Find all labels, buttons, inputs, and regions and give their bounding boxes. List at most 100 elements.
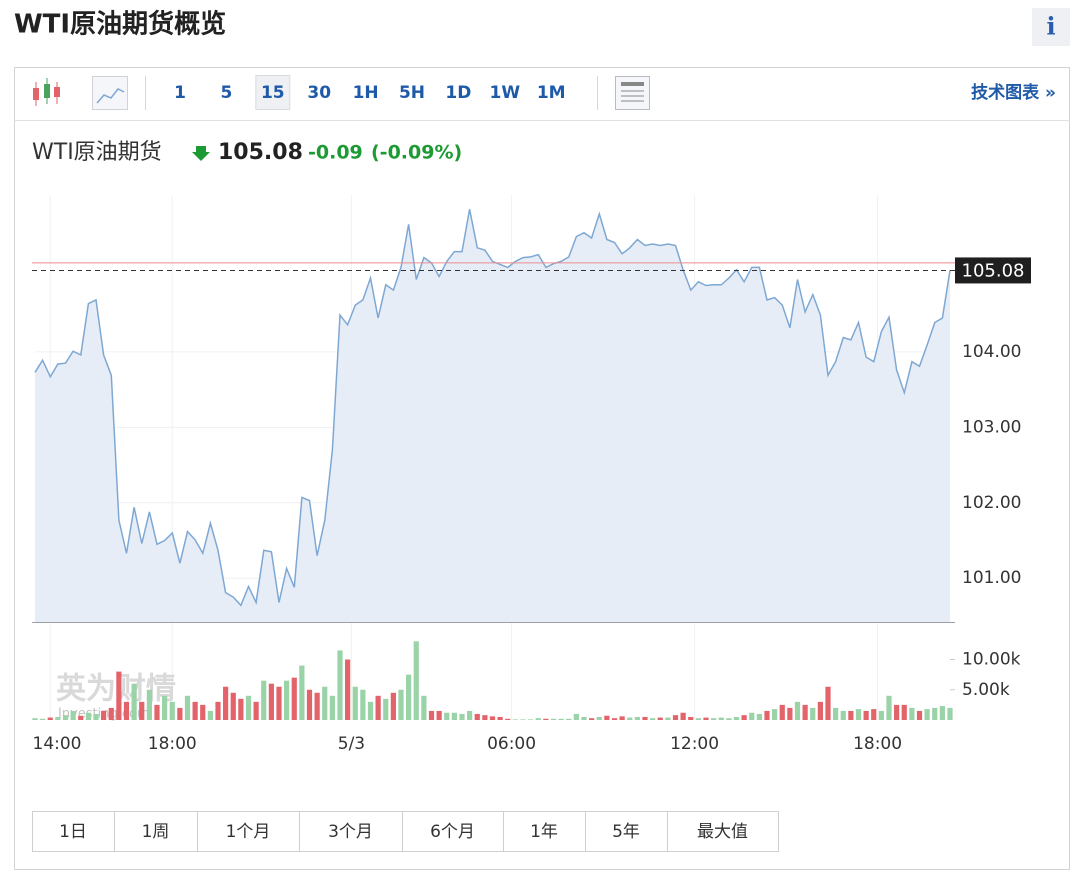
volume-bar — [825, 686, 831, 720]
volume-bar — [779, 704, 785, 720]
range-label[interactable]: 5年 — [612, 822, 640, 842]
volume-bar — [47, 717, 53, 720]
volume-bar — [116, 671, 122, 720]
volume-bar — [596, 716, 602, 720]
volume-bar — [390, 692, 396, 720]
volume-bar — [932, 707, 938, 720]
volume-bar — [833, 707, 839, 720]
range-label[interactable]: 最大值 — [697, 822, 748, 842]
volume-bar — [810, 707, 816, 720]
volume-bar — [162, 695, 168, 720]
volume-bar — [497, 716, 503, 720]
widget-frame — [14, 67, 1070, 870]
volume-bar — [329, 695, 335, 720]
volume-bar — [345, 659, 351, 720]
range-button[interactable] — [197, 811, 300, 852]
volume-bar — [619, 716, 625, 720]
interval-button[interactable]: 5 — [220, 83, 232, 103]
watermark: 英为财情 — [56, 672, 176, 707]
volume-bar — [139, 701, 145, 720]
volume-bar — [916, 710, 923, 720]
y-tick-label: 101.00 — [962, 568, 1021, 588]
volume-bar — [749, 712, 755, 720]
volume-tick-label: 10.00k — [962, 650, 1021, 670]
volume-bar — [627, 717, 633, 720]
range-label[interactable]: 1个月 — [226, 822, 271, 842]
volume-bar — [756, 713, 762, 720]
volume-bar — [840, 710, 846, 720]
info-button[interactable] — [1032, 8, 1070, 46]
volume-bar — [261, 680, 267, 720]
x-tick-label: 18:00 — [148, 734, 197, 754]
range-button[interactable] — [32, 811, 115, 852]
volume-bar — [375, 695, 381, 720]
interval-button[interactable]: 1W — [490, 83, 521, 103]
price-area — [35, 209, 950, 623]
volume-bar — [154, 704, 160, 720]
area-icon[interactable] — [92, 76, 128, 110]
volume-bar — [550, 718, 557, 720]
volume-bar — [299, 665, 305, 720]
volume-bar — [611, 718, 618, 720]
volume-bar — [444, 712, 450, 720]
info-icon[interactable]: i — [1046, 12, 1055, 41]
x-tick-label: 06:00 — [487, 734, 536, 754]
volume-bar — [467, 710, 473, 720]
volume-tick-label: 5.00k — [962, 680, 1010, 700]
volume-bar — [459, 713, 465, 720]
range-label[interactable]: 1周 — [142, 822, 170, 842]
price-line — [34, 209, 951, 607]
volume-bar — [764, 710, 770, 720]
volume-bar — [672, 715, 679, 720]
interval-button[interactable]: 1 — [174, 83, 186, 103]
range-button[interactable] — [667, 811, 779, 852]
volume-bar — [886, 695, 892, 720]
interval-button[interactable]: 1M — [537, 83, 566, 103]
volume-bar — [848, 710, 854, 720]
volume-bar — [680, 712, 686, 720]
volume-bar — [657, 717, 663, 720]
range-label[interactable]: 3个月 — [328, 822, 373, 842]
volume-bar — [634, 716, 640, 720]
volume-bar — [878, 710, 884, 720]
volume-bar — [665, 717, 671, 720]
x-tick-label: 5/3 — [338, 734, 365, 754]
tech-chart-link[interactable]: 技术图表 » — [971, 82, 1056, 103]
volume-bar — [413, 641, 419, 720]
interval-button[interactable]: 1H — [353, 83, 379, 103]
y-tick-label: 103.00 — [962, 417, 1021, 437]
volume-bar — [726, 718, 732, 720]
volume-bar — [352, 686, 358, 720]
range-button[interactable] — [503, 811, 586, 852]
volume-bar — [337, 650, 343, 720]
volume-bar — [70, 710, 76, 720]
volume-bar — [360, 689, 366, 720]
volume-bar — [146, 689, 152, 720]
volume-bar — [93, 713, 99, 720]
volume-bar — [451, 712, 457, 720]
volume-bar — [558, 718, 564, 720]
range-button[interactable] — [114, 811, 198, 852]
volume-bar — [528, 719, 534, 720]
range-label[interactable]: 6个月 — [430, 822, 475, 842]
range-button[interactable] — [299, 811, 403, 852]
range-label[interactable]: 1年 — [530, 822, 558, 842]
volume-bar — [871, 709, 877, 720]
interval-button[interactable]: 30 — [307, 83, 331, 103]
volume-bar — [520, 719, 526, 720]
last-price-box — [955, 257, 1031, 284]
volume-bar — [200, 704, 206, 720]
volume-bar — [55, 716, 61, 720]
volume-bar — [474, 713, 480, 720]
volume-bar — [268, 683, 274, 720]
range-label[interactable]: 1日 — [59, 822, 87, 842]
table-icon[interactable] — [615, 76, 650, 110]
volume-bar — [939, 706, 945, 720]
interval-button[interactable]: 15 — [261, 83, 285, 103]
volume-bar — [428, 710, 435, 720]
volume-bar — [85, 712, 91, 720]
interval-button[interactable]: 5H — [399, 83, 425, 103]
candle-icon[interactable] — [33, 78, 60, 106]
volume-bar — [718, 717, 724, 720]
interval-button[interactable]: 1D — [445, 83, 471, 103]
